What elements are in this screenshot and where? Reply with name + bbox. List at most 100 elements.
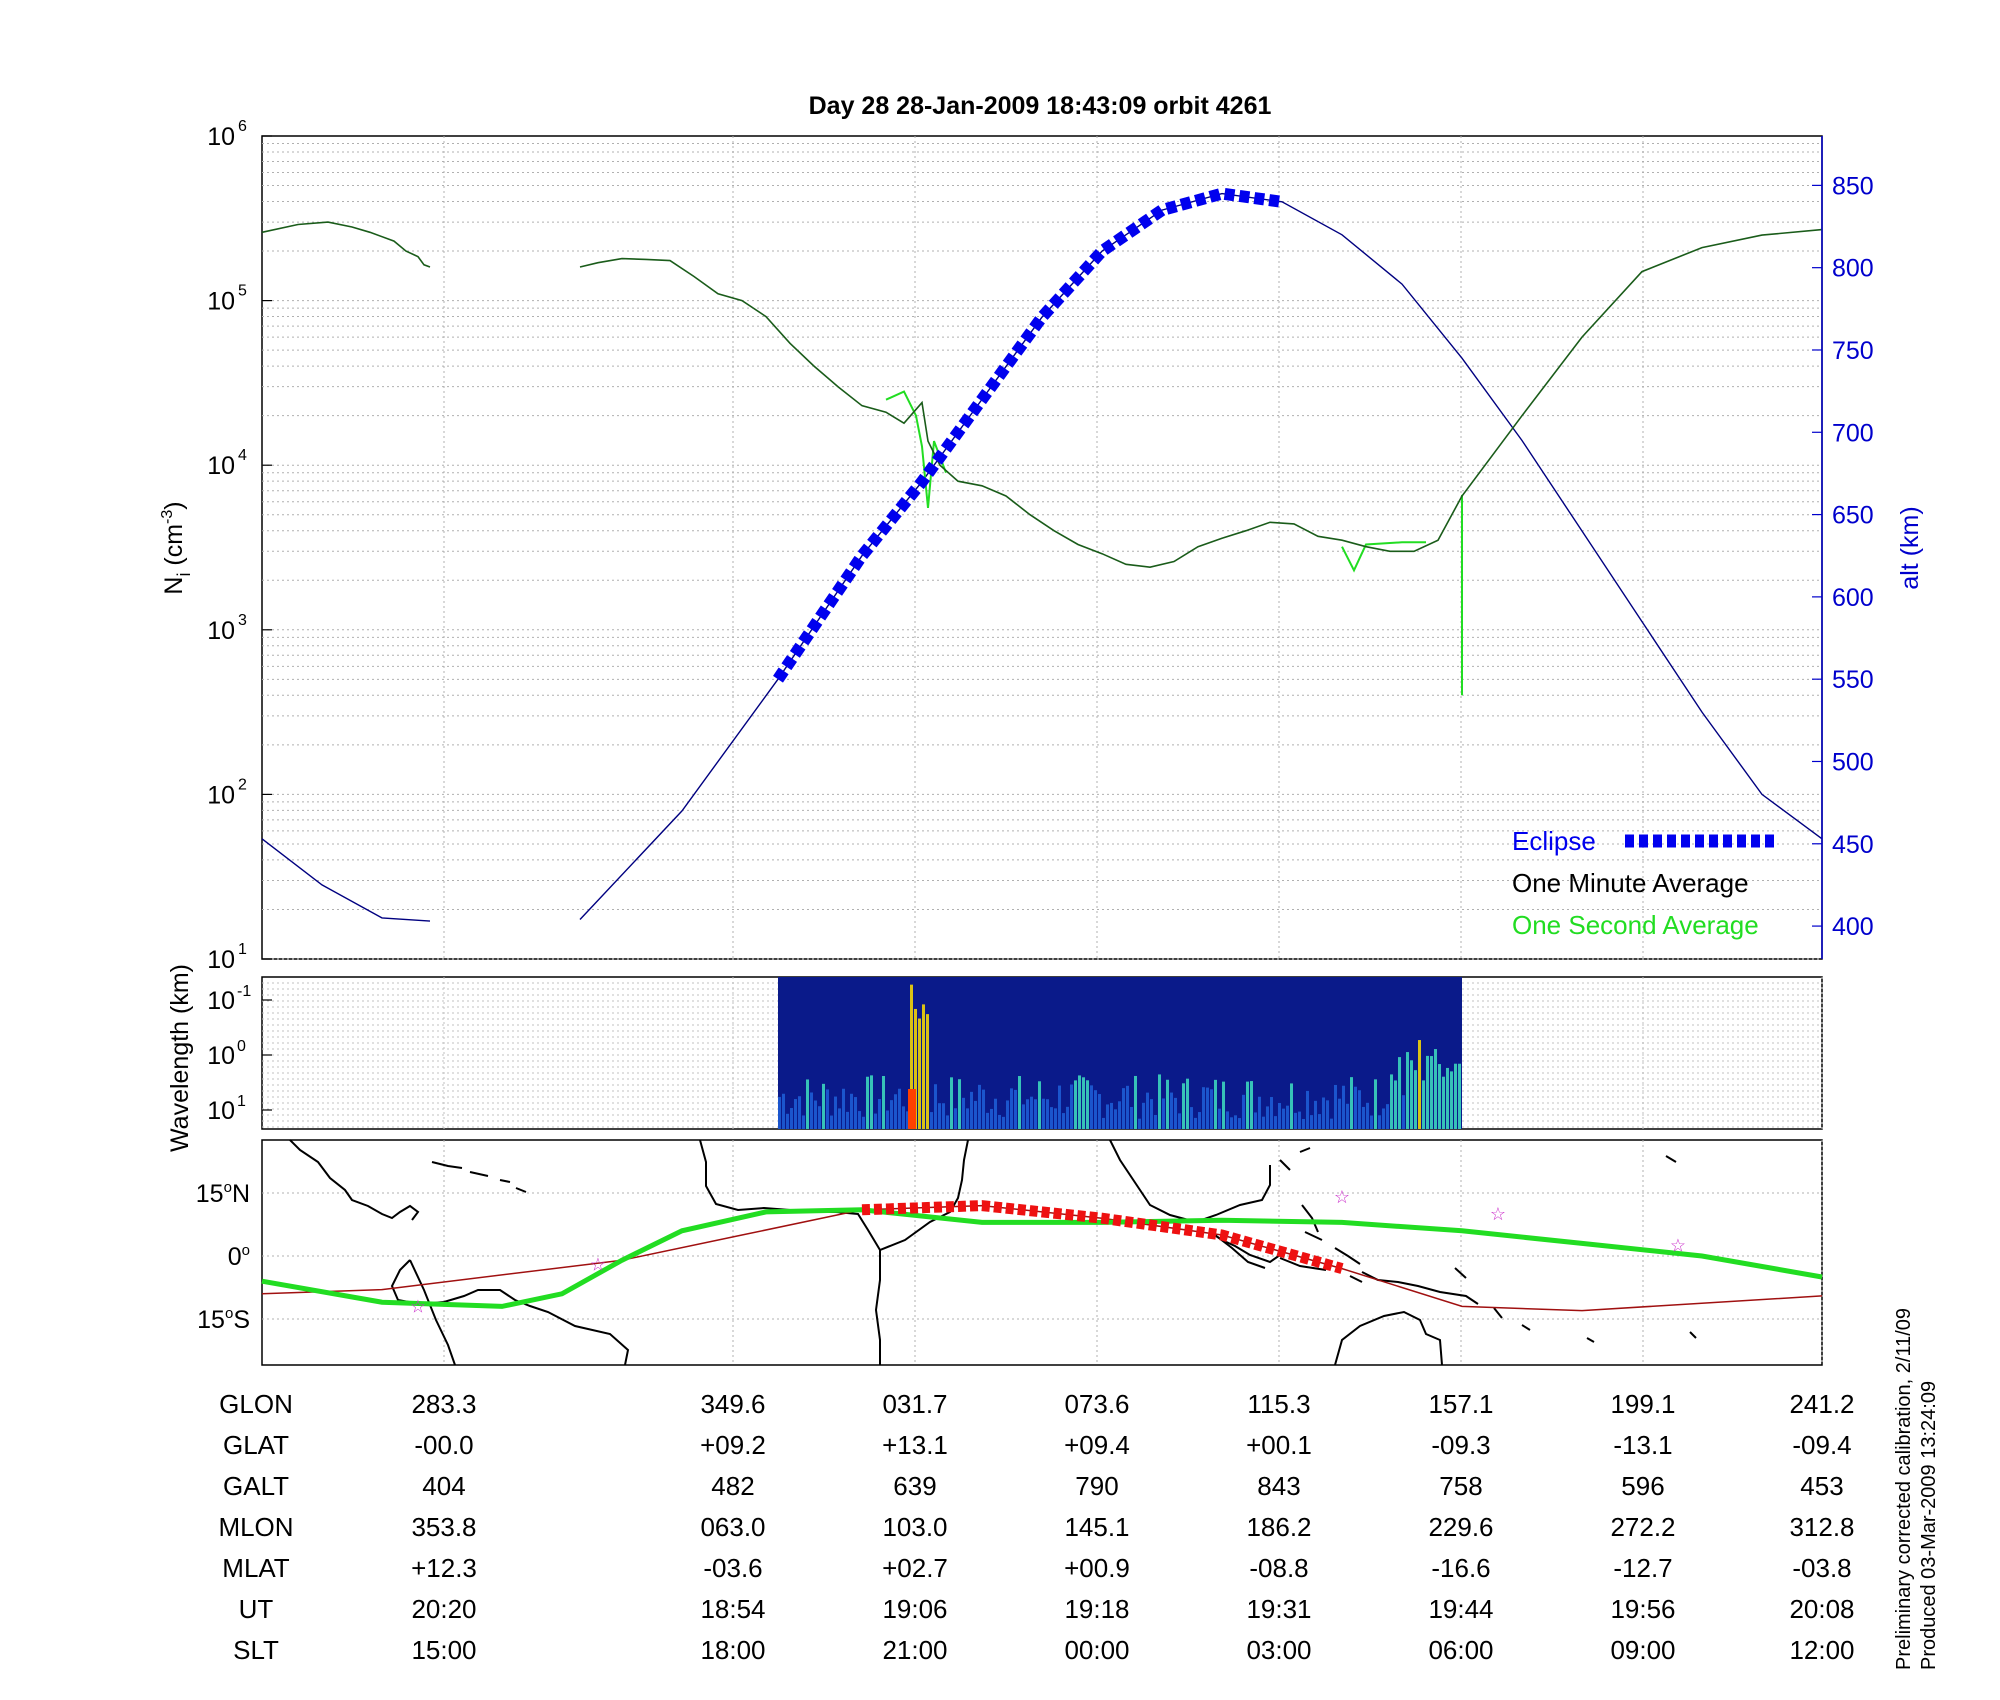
spectrogram-column bbox=[914, 1008, 917, 1129]
spectrogram-column bbox=[1290, 1083, 1293, 1129]
legend: Eclipse One Minute Average One Second Av… bbox=[1512, 826, 1778, 940]
density-ylabel-unit: (cm bbox=[160, 524, 188, 573]
table-row-label: GLAT bbox=[223, 1430, 289, 1460]
spectrogram-column bbox=[1366, 1102, 1369, 1129]
spectrogram-column bbox=[1070, 1084, 1073, 1129]
spectrogram-column bbox=[1122, 1088, 1125, 1129]
spectrogram-column bbox=[1342, 1085, 1345, 1129]
spectrogram-column bbox=[1114, 1109, 1117, 1129]
spectrogram-column bbox=[1390, 1074, 1393, 1129]
spectrogram-column bbox=[1338, 1098, 1341, 1129]
density-y-tick-label: 10 bbox=[207, 781, 235, 809]
table-cell: 115.3 bbox=[1247, 1389, 1310, 1419]
table-cell: 06:00 bbox=[1428, 1635, 1493, 1665]
altitude-y-tick-label: 500 bbox=[1832, 748, 1874, 776]
spectrogram-column bbox=[1382, 1108, 1385, 1129]
spectrogram-image bbox=[778, 977, 1462, 1129]
spectrogram-column bbox=[978, 1084, 981, 1129]
spectrogram-column bbox=[1326, 1100, 1329, 1129]
table-cell: 00:00 bbox=[1064, 1635, 1129, 1665]
spectrogram-column bbox=[1198, 1112, 1201, 1129]
coast-south-america bbox=[390, 1259, 630, 1366]
station-star-icon: ☆ bbox=[410, 1296, 426, 1316]
spectrogram-column bbox=[1262, 1116, 1265, 1129]
spectrogram-column bbox=[1074, 1080, 1077, 1129]
spectrogram-column bbox=[1318, 1114, 1321, 1129]
spectrogram-column bbox=[822, 1083, 825, 1129]
altitude-line bbox=[261, 838, 431, 922]
spectrogram-column bbox=[834, 1096, 837, 1129]
spectrogram-column bbox=[1166, 1079, 1169, 1129]
spectrogram-column bbox=[878, 1099, 881, 1129]
legend-eclipse-label: Eclipse bbox=[1512, 826, 1596, 856]
table-row-label: GLON bbox=[219, 1389, 293, 1419]
coast-africa bbox=[699, 1139, 969, 1365]
spectrogram-column bbox=[1050, 1107, 1053, 1129]
spectrogram-column bbox=[858, 1111, 861, 1129]
spectrogram-column bbox=[786, 1113, 789, 1129]
table-row-label: GALT bbox=[223, 1471, 289, 1501]
spectrogram-column bbox=[994, 1098, 997, 1129]
magnetic-equator-line bbox=[261, 1207, 1823, 1309]
spectrogram-column bbox=[1362, 1106, 1365, 1129]
spectrogram-column bbox=[810, 1092, 813, 1129]
table-cell: -08.8 bbox=[1249, 1553, 1308, 1583]
spectrogram-column bbox=[1394, 1080, 1397, 1129]
spectrogram-column bbox=[1018, 1076, 1021, 1129]
density-ylabel-main: N bbox=[160, 577, 188, 595]
spectrogram-column bbox=[962, 1097, 965, 1129]
spectrogram-column bbox=[1254, 1112, 1257, 1129]
one-second-average-line bbox=[1341, 541, 1426, 573]
table-cell: 157.1 bbox=[1428, 1389, 1493, 1419]
map-y-tick-label: 0o bbox=[228, 1242, 250, 1271]
table-cell: -00.0 bbox=[414, 1430, 473, 1460]
spectrogram-column bbox=[1298, 1111, 1301, 1129]
spectrogram-column bbox=[1126, 1085, 1129, 1129]
density-y-tick-label: 10 bbox=[207, 452, 235, 480]
table-cell: 19:44 bbox=[1428, 1594, 1493, 1624]
coast-north-america bbox=[289, 1139, 420, 1221]
spectrogram-column bbox=[826, 1089, 829, 1129]
spectrogram-column bbox=[1006, 1100, 1009, 1129]
spectrogram-column bbox=[1270, 1097, 1273, 1129]
station-star-icon: ☆ bbox=[590, 1254, 606, 1274]
spectrogram-column bbox=[1230, 1117, 1233, 1129]
spectrogram-column bbox=[1214, 1079, 1217, 1129]
spectrogram-column bbox=[874, 1113, 877, 1129]
station-star-icon: ☆ bbox=[1334, 1187, 1350, 1207]
table-cell: 199.1 bbox=[1610, 1389, 1675, 1419]
density-y-tick-label: 10 bbox=[207, 617, 235, 645]
table-cell: -03.8 bbox=[1792, 1553, 1851, 1583]
spectrogram-column bbox=[1310, 1115, 1313, 1129]
legend-second-label: One Second Average bbox=[1512, 910, 1759, 940]
station-star-icon: ☆ bbox=[1490, 1204, 1506, 1224]
spectrogram-column bbox=[1350, 1077, 1353, 1129]
spectrogram-column bbox=[970, 1091, 973, 1129]
spectrogram-column bbox=[1266, 1106, 1269, 1129]
spectrogram-column bbox=[1386, 1104, 1389, 1129]
spectrogram-column bbox=[950, 1077, 953, 1129]
map-y-ticks: 15oN 0o 15oS bbox=[196, 1179, 250, 1334]
spectrogram-column bbox=[886, 1110, 889, 1129]
spectrogram-column bbox=[1014, 1089, 1017, 1129]
orbit-info-table: GLON 283.3 349.6 031.7 073.6 115.3 157.1 199.1 2… bbox=[218, 1389, 1854, 1665]
table-cell: 482 bbox=[711, 1471, 754, 1501]
table-cell: +13.1 bbox=[882, 1430, 948, 1460]
spectrogram-column bbox=[966, 1108, 969, 1129]
table-cell: +12.3 bbox=[411, 1553, 477, 1583]
spectrogram-column bbox=[922, 1004, 925, 1129]
spectrogram-column bbox=[1234, 1115, 1237, 1129]
table-cell: +00.9 bbox=[1064, 1553, 1130, 1583]
spectrogram-column bbox=[1446, 1067, 1449, 1129]
spectrogram-column bbox=[806, 1079, 809, 1129]
spectrogram-column bbox=[1142, 1102, 1145, 1129]
table-cell: 758 bbox=[1439, 1471, 1482, 1501]
table-cell: 19:18 bbox=[1064, 1594, 1129, 1624]
chart-title: Day 28 28-Jan-2009 18:43:09 orbit 4261 bbox=[809, 92, 1272, 120]
altitude-y-ticks: 400 450 500 550 600 650 700 750 800 850 bbox=[1812, 172, 1874, 941]
spectrogram-column bbox=[1182, 1083, 1185, 1129]
altitude-y-tick-label: 600 bbox=[1832, 584, 1874, 612]
spectrogram-column bbox=[1170, 1092, 1173, 1129]
footer-calibration: Preliminary corrected calibration, 2/11/… bbox=[1893, 1308, 1915, 1670]
